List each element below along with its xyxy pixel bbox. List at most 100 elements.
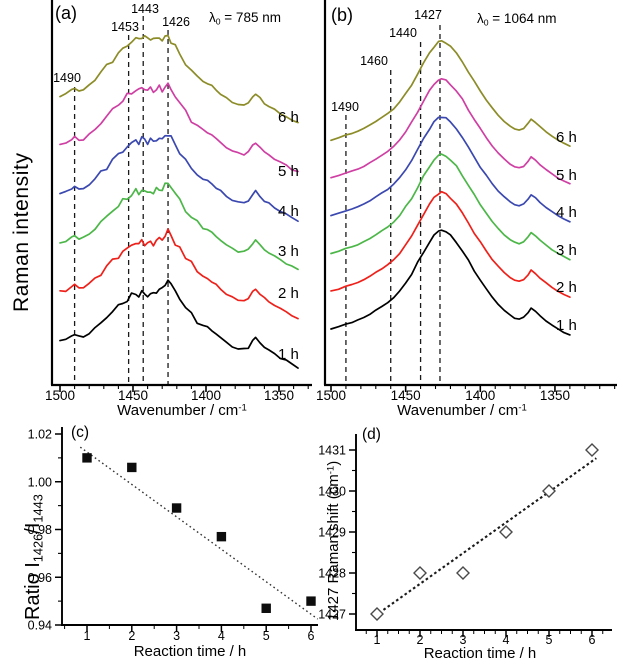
- spectrum-curve-b-1h: [330, 229, 571, 336]
- ratio-subscript-1426: 1426: [30, 533, 46, 563]
- lambda-symbol: λ: [209, 10, 216, 25]
- scatter-point-c-2h: [127, 462, 137, 473]
- ratio-mid: /I: [22, 522, 44, 534]
- curve-label-b-3h: 3 h: [556, 242, 577, 259]
- reaction-time-text-c: Reaction time / h: [133, 643, 247, 660]
- panel-b-letter-text: (b): [331, 5, 353, 25]
- x-tick-label-c: 6: [308, 629, 315, 643]
- curve-label-a-4h: 4 h: [278, 203, 299, 220]
- x-tick-label-d: 3: [460, 633, 467, 647]
- curve-label-b-2h: 2 h: [556, 279, 577, 296]
- y-tick-label-c: 0.94: [28, 619, 52, 633]
- x-tick-label-c: 2: [128, 629, 135, 643]
- peak-label-a-1453: 1453: [111, 20, 139, 34]
- y-tick-label-d: 1427: [318, 608, 346, 622]
- x-tick-label-d: 4: [503, 633, 510, 647]
- y-tick-label-c: 0.96: [28, 571, 52, 585]
- ratio-prefix: Ratio I: [22, 562, 44, 620]
- raman-shift-text: 1427 Raman shift (cm: [325, 474, 342, 621]
- spectrum-curve-a-4h: [59, 134, 299, 223]
- scatter-point-d-1h: [370, 607, 384, 621]
- x-tick-label-d: 2: [417, 633, 424, 647]
- curve-label-a-5h: 5 h: [278, 163, 299, 180]
- peak-label-a-1490: 1490: [53, 71, 81, 85]
- raman-shift-superscript: -1: [325, 465, 337, 475]
- x-tick-label-b: 1350: [540, 388, 570, 403]
- x-tick-label-a: 1400: [191, 388, 221, 403]
- panel-a-letter: (a): [55, 3, 77, 24]
- spectrum-curve-a-1h: [59, 279, 299, 369]
- raman-intensity-text: Raman intensity: [10, 152, 33, 312]
- raman-shift-close-paren: ): [325, 460, 342, 466]
- reaction-time-text-d: Reaction time / h: [423, 645, 537, 662]
- panel-d-letter-text: (d): [362, 426, 381, 443]
- trend-line-d: [382, 457, 597, 611]
- panel-c-letter-text: (c): [71, 424, 90, 441]
- curve-label-a-2h: 2 h: [278, 285, 299, 302]
- lambda-subscript: 0: [215, 16, 221, 27]
- peak-label-b-1490: 1490: [331, 100, 359, 114]
- x-tick-label-c: 1: [84, 629, 91, 643]
- scatter-point-d-4h: [499, 525, 513, 539]
- curve-label-a-6h: 6 h: [278, 109, 299, 126]
- panel-a-letter-text: (a): [55, 3, 77, 23]
- panel-c-letter: (c): [71, 424, 89, 442]
- panel-b-letter: (b): [331, 5, 353, 26]
- x-tick-label-c: 3: [173, 629, 180, 643]
- curve-label-a-3h: 3 h: [278, 243, 299, 260]
- x-tick-label-d: 1: [374, 633, 381, 647]
- x-tick-label-a: 1450: [118, 388, 148, 403]
- panel-c: 1.02 1.00 0.98 0.96 0.94 1 2 3 4 5 6: [28, 427, 319, 643]
- excitation-value-b: = 1064 nm: [488, 11, 557, 26]
- wavenumber-axis-label-b: Wavenumber / cm-1: [330, 402, 594, 419]
- x-tick-label-b: 1500: [316, 388, 346, 403]
- excitation-value-a: = 785 nm: [220, 10, 281, 25]
- ratio-axis-label: Ratio I1426/I1443: [22, 494, 46, 620]
- spectrum-curve-b-6h: [330, 39, 571, 147]
- scatter-point-c-1h: [82, 453, 92, 463]
- scatter-point-d-2h: [413, 566, 427, 580]
- spectrum-curve-a-6h: [59, 34, 299, 124]
- spectrum-curve-b-4h: [330, 116, 571, 223]
- scatter-point-c-5h: [261, 603, 271, 613]
- y-tick-label-d: 1431: [318, 444, 346, 458]
- wavenumber-text-a: Wavenumber / cm: [117, 402, 239, 419]
- scatter-point-d-5h: [542, 484, 556, 498]
- y-tick-label-c: 1.02: [28, 428, 52, 442]
- x-tick-label-a: 1500: [45, 388, 75, 403]
- curve-label-b-6h: 6 h: [556, 129, 577, 146]
- scatter-point-c-6h: [306, 596, 316, 606]
- raman-shift-axis-label: 1427 Raman shift (cm-1): [325, 461, 342, 621]
- panel-d-letter: (d): [362, 426, 381, 444]
- spectrum-curve-a-5h: [59, 82, 299, 173]
- panel-d: 1431 1430 1429 1428 1427 1 2 3 4 5 6: [318, 434, 612, 647]
- trend-line-c: [79, 446, 319, 620]
- x-tick-label-c: 5: [263, 629, 270, 643]
- spectrum-curve-a-2h: [59, 228, 299, 320]
- scatter-point-d-3h: [456, 566, 470, 580]
- spectrum-curve-b-5h: [330, 77, 571, 185]
- curve-label-b-1h: 1 h: [556, 317, 577, 334]
- peak-label-b-1460: 1460: [360, 54, 388, 68]
- spectrum-curve-b-3h: [330, 153, 571, 261]
- curve-label-b-4h: 4 h: [556, 204, 577, 221]
- x-tick-label-b: 1450: [391, 388, 421, 403]
- curve-label-a-1h: 1 h: [278, 346, 299, 363]
- wavenumber-text-b: Wavenumber / cm: [397, 402, 519, 419]
- scatter-point-d-6h: [585, 443, 599, 457]
- raman-intensity-axis-label: Raman intensity: [10, 152, 34, 312]
- lambda-subscript-b: 0: [483, 17, 489, 28]
- spectrum-curve-a-3h: [59, 182, 299, 271]
- peak-label-a-1426: 1426: [162, 15, 190, 29]
- excitation-label-a: λ0 = 785 nm: [209, 10, 281, 26]
- wavenumber-axis-label-a: Wavenumber / cm-1: [52, 402, 312, 419]
- peak-label-b-1440: 1440: [389, 26, 417, 40]
- x-tick-label-d: 5: [546, 633, 553, 647]
- spectrum-curve-b-2h: [330, 190, 571, 298]
- ratio-subscript-1443: 1443: [30, 494, 46, 523]
- peak-label-b-1427: 1427: [414, 8, 442, 22]
